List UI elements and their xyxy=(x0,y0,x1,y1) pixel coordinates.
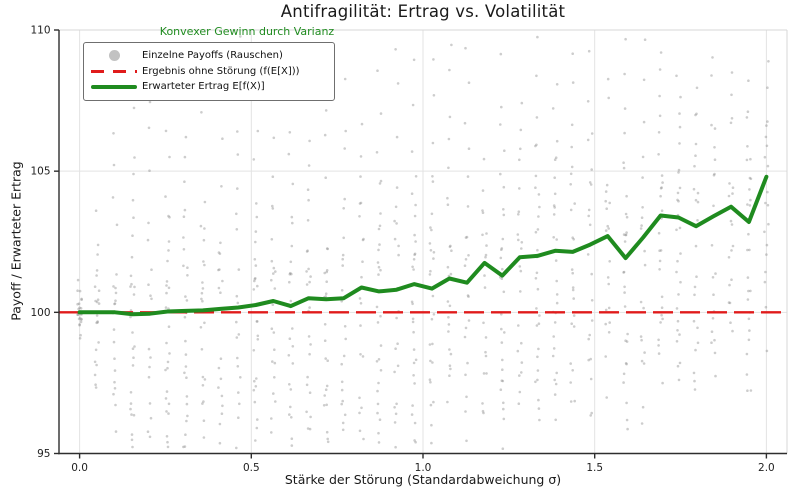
legend-marker-cell xyxy=(86,50,142,62)
legend-item-baseline: Ergebnis ohne Störung (f(E[X])) xyxy=(86,64,330,80)
svg-text:105: 105 xyxy=(30,166,50,178)
legend-item-scatter: Einzelne Payoffs (Rauschen) xyxy=(86,48,330,64)
svg-text:0.0: 0.0 xyxy=(71,462,88,474)
dashed-line-icon xyxy=(91,69,137,73)
svg-text:2.0: 2.0 xyxy=(758,462,775,474)
legend-item-expected: Erwarteter Ertrag E[f(X)] xyxy=(86,79,330,95)
svg-text:95: 95 xyxy=(37,448,50,460)
legend-marker-cell xyxy=(86,69,142,73)
y-axis-label: Payoff / Erwarteter Ertrag xyxy=(8,161,24,321)
svg-text:0.5: 0.5 xyxy=(243,462,260,474)
chart-title: Antifragilität: Ertrag vs. Volatilität xyxy=(280,2,566,21)
legend-item-label: Einzelne Payoffs (Rauschen) xyxy=(142,50,283,62)
svg-text:1.0: 1.0 xyxy=(415,462,432,474)
annotation-text: Konvexer Gewinn durch Varianz xyxy=(159,25,335,38)
svg-text:100: 100 xyxy=(30,307,50,319)
legend-item-label: Ergebnis ohne Störung (f(E[X])) xyxy=(142,65,300,77)
x-axis-label: Stärke der Störung (Standardabweichung σ… xyxy=(284,472,562,487)
svg-text:1.5: 1.5 xyxy=(586,462,603,474)
legend-marker-cell xyxy=(86,84,142,89)
solid-line-icon xyxy=(91,84,137,89)
scatter-marker-icon xyxy=(108,50,120,62)
legend: Einzelne Payoffs (Rauschen) Ergebnis ohn… xyxy=(83,42,335,101)
svg-text:110: 110 xyxy=(30,25,50,37)
legend-item-label: Erwarteter Ertrag E[f(X)] xyxy=(142,81,265,93)
